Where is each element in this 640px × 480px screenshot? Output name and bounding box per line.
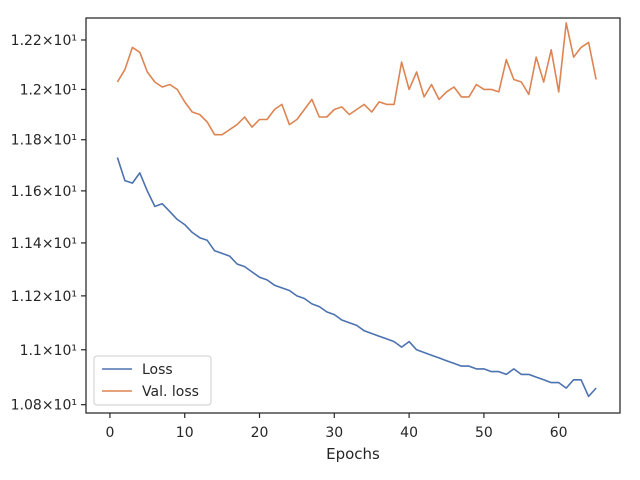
y-axis-ticks: 1.08×10¹ 1.1×10¹ 1.12×10¹ 1.14×10¹ 1.16×10¹ 1… <box>11 33 86 414</box>
x-tick-label: 10 <box>176 425 194 441</box>
x-tick-label: 40 <box>400 425 418 441</box>
series-line-loss <box>116 157 597 398</box>
legend-label-val-loss: Val. loss <box>142 384 199 400</box>
x-tick-label: 20 <box>251 425 269 441</box>
legend: Loss Val. loss <box>93 355 212 406</box>
y-tick-label: 1.2×10¹ <box>20 82 77 98</box>
x-axis-ticks: 0 10 20 30 40 50 60 <box>105 413 568 441</box>
y-tick-label: 1.16×10¹ <box>11 184 77 200</box>
series-line-val-loss <box>116 22 597 136</box>
x-tick-label: 50 <box>475 425 493 441</box>
y-tick-label: 1.14×10¹ <box>11 236 77 252</box>
y-tick-label: 1.18×10¹ <box>11 133 77 149</box>
y-tick-label: 1.12×10¹ <box>11 289 77 305</box>
series-layer <box>116 22 597 398</box>
legend-label-loss: Loss <box>142 362 173 378</box>
x-tick-label: 60 <box>550 425 568 441</box>
y-tick-label: 1.08×10¹ <box>11 398 77 414</box>
y-tick-label: 1.22×10¹ <box>11 33 77 49</box>
y-tick-label: 1.1×10¹ <box>20 343 77 359</box>
plot-area <box>85 17 621 414</box>
x-axis-label: Epochs <box>326 445 380 463</box>
x-tick-label: 0 <box>105 425 114 441</box>
x-tick-label: 30 <box>325 425 343 441</box>
